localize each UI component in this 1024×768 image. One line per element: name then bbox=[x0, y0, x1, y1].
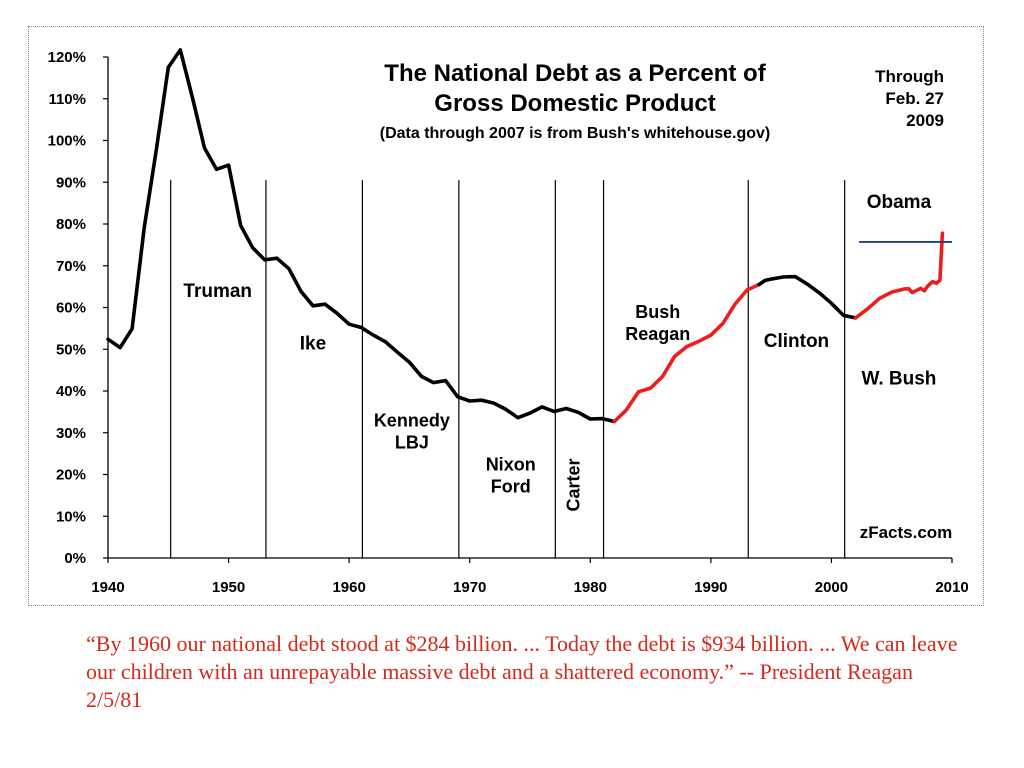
era-label-clinton: Clinton bbox=[764, 331, 829, 352]
era-label-bush-reagan: Reagan bbox=[625, 324, 690, 344]
era-label-nixon-ford: Ford bbox=[491, 476, 531, 496]
x-tick-label: 1960 bbox=[332, 579, 365, 596]
y-tick-label: 60% bbox=[56, 300, 86, 317]
debt-series-line bbox=[853, 231, 945, 320]
era-label-kennedy-lbj: Kennedy bbox=[374, 410, 450, 430]
y-tick-label: 120% bbox=[48, 49, 86, 66]
era-label-carter: Carter bbox=[563, 458, 583, 511]
x-tick-label: 1970 bbox=[453, 579, 486, 596]
y-tick-label: 90% bbox=[56, 174, 86, 191]
era-label-w-bush: W. Bush bbox=[861, 369, 936, 390]
chart-title-line-1: The National Debt as a Percent of bbox=[384, 60, 766, 87]
date-note-line-3: 2009 bbox=[906, 111, 944, 130]
x-tick-label: 1980 bbox=[574, 579, 607, 596]
date-note-line-2: Feb. 27 bbox=[885, 89, 944, 108]
era-label-nixon-ford: Nixon bbox=[486, 454, 536, 474]
era-label-ike: Ike bbox=[300, 333, 326, 354]
x-tick-label: 2000 bbox=[815, 579, 848, 596]
y-tick-label: 50% bbox=[56, 341, 86, 358]
era-label-kennedy-lbj: LBJ bbox=[395, 432, 429, 452]
y-tick-label: 30% bbox=[56, 425, 86, 442]
axes bbox=[103, 56, 953, 563]
chart-frame bbox=[28, 26, 984, 606]
debt-series-line bbox=[757, 274, 858, 320]
reagan-quote: “By 1960 our national debt stood at $284… bbox=[86, 631, 958, 712]
source-label: zFacts.com bbox=[860, 523, 953, 542]
y-tick-label: 80% bbox=[56, 216, 86, 233]
debt-series-line bbox=[106, 48, 617, 424]
era-label-obama: Obama bbox=[867, 192, 932, 213]
series-lines bbox=[106, 48, 945, 424]
y-tick-label: 10% bbox=[56, 508, 86, 525]
date-note-line-1: Through bbox=[875, 67, 944, 86]
era-label-bush-reagan: Bush bbox=[635, 302, 680, 322]
tick-labels: 0% 10% 20% 30% 40% 50% 60% 70% 80% 90% 100% 110% 120… bbox=[48, 49, 969, 596]
y-tick-label: 70% bbox=[56, 258, 86, 275]
president-dividers bbox=[170, 180, 846, 558]
chart-title-line-2: Gross Domestic Product bbox=[434, 90, 715, 117]
x-tick-label: 1950 bbox=[212, 579, 245, 596]
debt-series-line bbox=[612, 282, 761, 424]
era-label-truman: Truman bbox=[183, 281, 252, 302]
x-tick-label: 2010 bbox=[935, 579, 968, 596]
y-tick-label: 20% bbox=[56, 467, 86, 484]
y-tick-label: 100% bbox=[48, 133, 86, 150]
chart-subtitle: (Data through 2007 is from Bush's whiteh… bbox=[380, 125, 771, 142]
debt-chart: 0% 10% 20% 30% 40% 50% 60% 70% 80% 90% 100% 110% 120… bbox=[48, 48, 969, 596]
y-tick-label: 110% bbox=[48, 91, 86, 108]
y-tick-label: 0% bbox=[64, 550, 86, 567]
x-tick-label: 1990 bbox=[694, 579, 727, 596]
y-tick-label: 40% bbox=[56, 383, 86, 400]
x-tick-label: 1940 bbox=[91, 579, 124, 596]
